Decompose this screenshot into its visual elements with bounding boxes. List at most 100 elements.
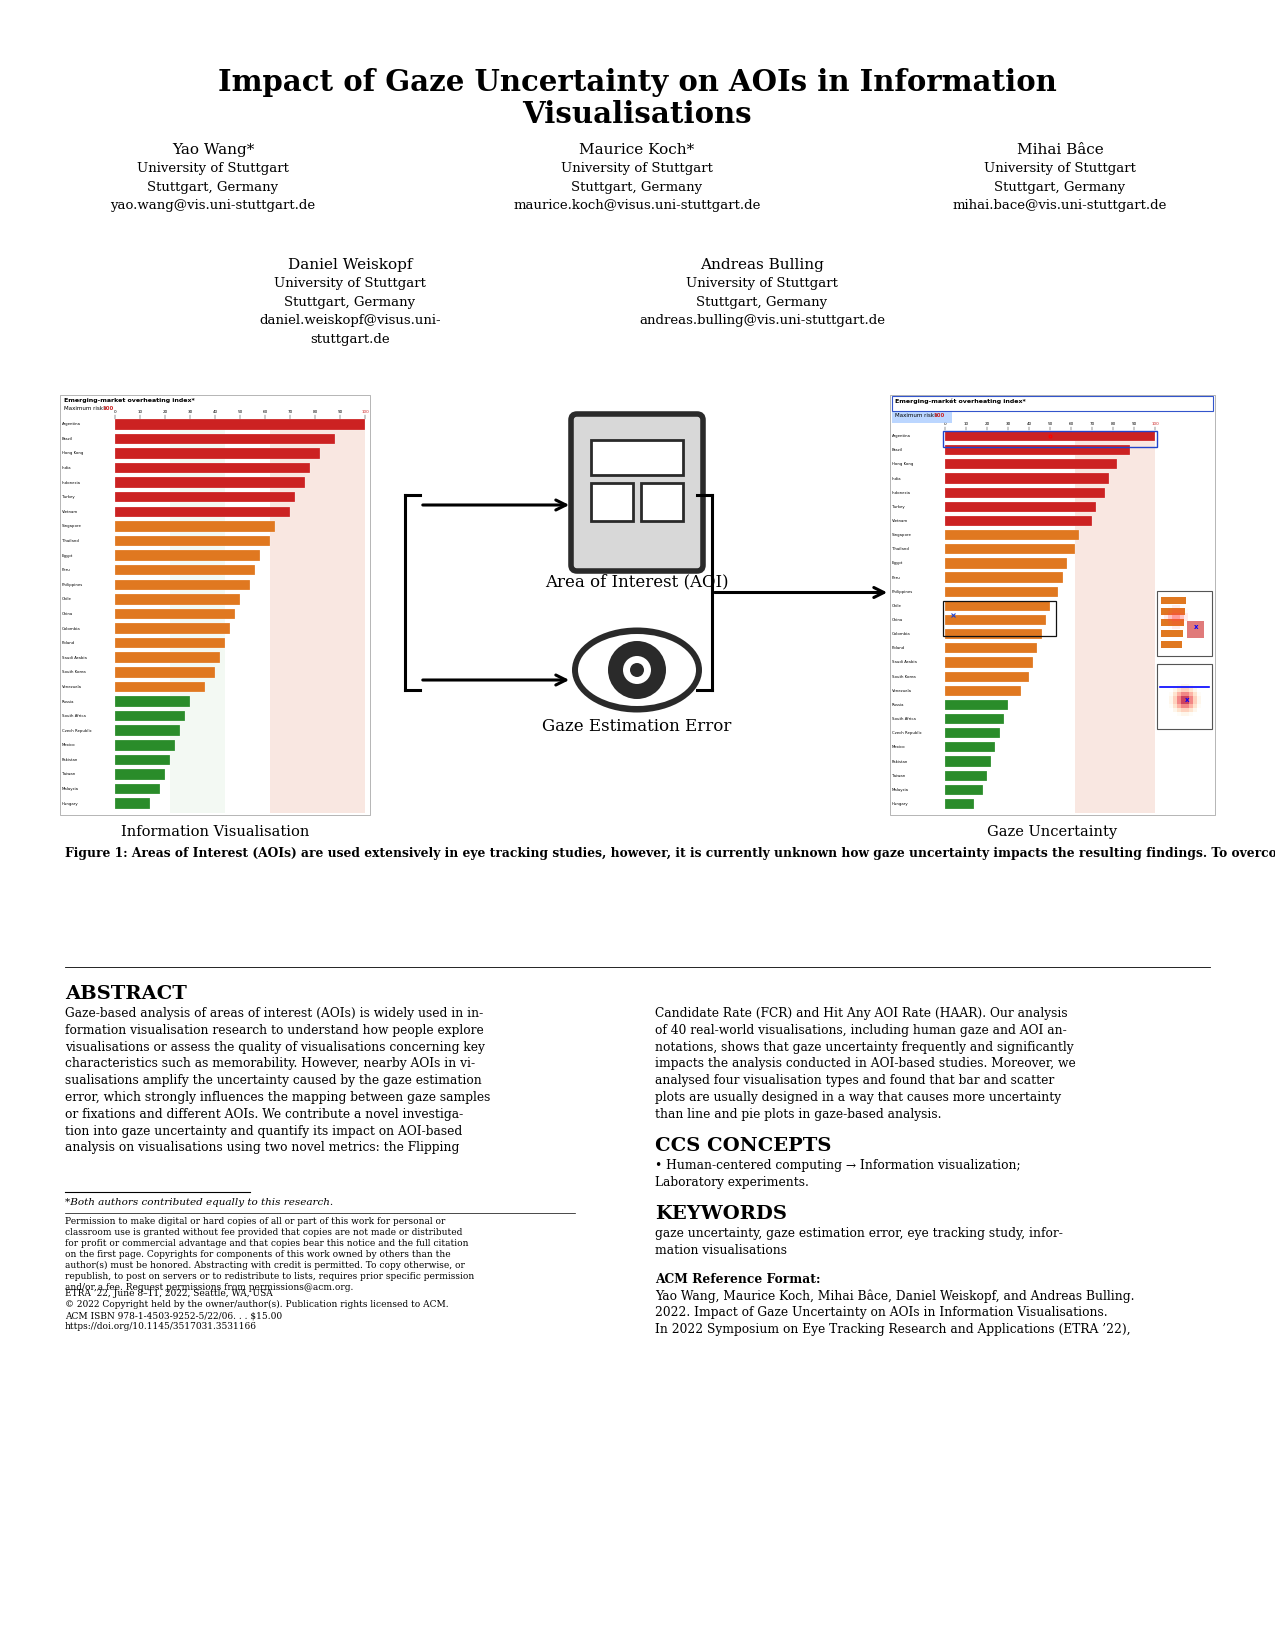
Bar <box>945 601 1051 611</box>
Bar <box>1168 604 1172 609</box>
Bar <box>1177 684 1181 687</box>
Bar <box>1205 687 1209 692</box>
Bar <box>1164 715 1168 720</box>
Text: Egypt: Egypt <box>892 561 903 565</box>
Bar <box>1205 703 1209 708</box>
Text: CCS CONCEPTS: CCS CONCEPTS <box>655 1138 831 1156</box>
Bar <box>1184 680 1188 684</box>
Bar <box>1162 596 1186 604</box>
Bar <box>1188 703 1192 708</box>
Bar <box>1164 695 1168 700</box>
Text: Russia: Russia <box>892 703 904 707</box>
Text: 90: 90 <box>1131 423 1136 426</box>
Text: Venezuela: Venezuela <box>62 685 82 688</box>
Text: Russia: Russia <box>62 700 74 703</box>
Bar <box>1164 708 1168 712</box>
Bar <box>1184 613 1188 617</box>
Bar <box>1192 692 1196 695</box>
Bar <box>1188 613 1192 617</box>
Bar <box>1177 703 1181 708</box>
Bar <box>1188 687 1192 692</box>
Bar <box>1156 664 1213 728</box>
Bar <box>115 419 365 429</box>
Bar <box>115 624 230 634</box>
Bar <box>1177 708 1181 712</box>
Ellipse shape <box>572 627 703 713</box>
Bar <box>1192 715 1196 720</box>
Bar <box>1184 629 1188 632</box>
Text: gaze uncertainty, gaze estimation error, eye tracking study, infor-
mation visua: gaze uncertainty, gaze estimation error,… <box>655 1227 1063 1256</box>
Bar <box>115 565 255 576</box>
Bar <box>1192 712 1196 715</box>
Text: Philippines: Philippines <box>892 589 913 594</box>
Bar <box>1168 687 1173 692</box>
Bar <box>1177 609 1181 613</box>
Text: Candidate Rate (FCR) and Hit Any AOI Rate (HAAR). Our analysis
of 40 real-world : Candidate Rate (FCR) and Hit Any AOI Rat… <box>655 1007 1076 1121</box>
Text: 0: 0 <box>113 409 116 414</box>
Bar <box>1160 601 1164 604</box>
Bar <box>1162 641 1182 647</box>
Bar <box>1181 601 1184 604</box>
Bar <box>1160 684 1164 687</box>
Bar <box>1196 715 1201 720</box>
Bar <box>1164 629 1168 632</box>
Bar <box>945 629 1042 639</box>
Bar <box>945 502 1096 512</box>
Bar <box>1164 692 1168 695</box>
Text: Argentina: Argentina <box>62 423 82 426</box>
Bar <box>592 484 632 522</box>
Bar <box>1160 700 1164 703</box>
Text: 100: 100 <box>102 406 113 411</box>
Text: South Africa: South Africa <box>892 717 915 721</box>
Bar <box>890 395 1215 816</box>
Bar <box>1177 680 1181 684</box>
Bar <box>1162 608 1184 614</box>
Bar <box>1192 708 1196 712</box>
Bar <box>1181 712 1184 715</box>
Bar <box>1188 621 1192 624</box>
Bar <box>1177 695 1181 700</box>
Bar <box>1181 617 1184 621</box>
Bar <box>1164 624 1168 629</box>
Bar <box>115 740 175 751</box>
Text: 20: 20 <box>984 423 989 426</box>
Text: Gaze Estimation Error: Gaze Estimation Error <box>542 718 732 735</box>
Text: 10: 10 <box>138 409 143 414</box>
Bar <box>1177 629 1181 632</box>
Text: Maximum risk=: Maximum risk= <box>895 413 938 418</box>
Bar <box>1160 708 1164 712</box>
Text: University of Stuttgart
Stuttgart, Germany
daniel.weiskopf@visus.uni-
stuttgart.: University of Stuttgart Stuttgart, Germa… <box>259 277 441 345</box>
Bar <box>1173 708 1177 712</box>
Bar <box>1168 613 1172 617</box>
Bar <box>115 462 310 474</box>
Bar <box>1201 715 1205 720</box>
Bar <box>1164 617 1168 621</box>
Text: Chile: Chile <box>62 598 71 601</box>
Bar <box>1184 715 1188 720</box>
Bar <box>1181 624 1184 629</box>
Bar <box>1184 621 1188 624</box>
Text: 100: 100 <box>361 409 368 414</box>
Bar <box>1156 591 1213 655</box>
Bar <box>1172 617 1177 621</box>
Text: Hong Kong: Hong Kong <box>892 462 913 466</box>
Bar <box>892 413 952 423</box>
Bar <box>945 685 1020 695</box>
Text: 40: 40 <box>213 409 218 414</box>
Bar <box>1181 684 1184 687</box>
Bar <box>1201 708 1205 712</box>
Bar <box>1164 613 1168 617</box>
Text: University of Stuttgart
Stuttgart, Germany
yao.wang@vis.uni-stuttgart.de: University of Stuttgart Stuttgart, Germa… <box>111 162 316 211</box>
Text: Daniel Weiskopf: Daniel Weiskopf <box>288 258 412 272</box>
Bar <box>945 431 1155 441</box>
Bar <box>1184 708 1188 712</box>
Bar <box>1160 613 1164 617</box>
Bar <box>1184 617 1188 621</box>
Text: Yao Wang*: Yao Wang* <box>172 144 254 157</box>
Bar <box>1188 601 1192 604</box>
Text: Figure 1: Areas of Interest (AOIs) are used extensively in eye tracking studies,: Figure 1: Areas of Interest (AOIs) are u… <box>65 847 1275 860</box>
Bar <box>1192 695 1196 700</box>
Ellipse shape <box>623 655 652 684</box>
Bar <box>1160 617 1164 621</box>
Bar <box>1188 629 1192 632</box>
